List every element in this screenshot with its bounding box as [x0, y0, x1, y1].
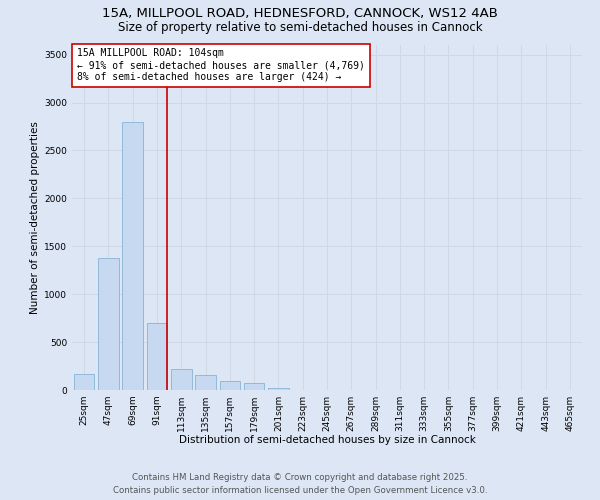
Bar — [268, 388, 289, 390]
Bar — [146, 323, 167, 390]
X-axis label: Distribution of semi-detached houses by size in Cannock: Distribution of semi-detached houses by … — [179, 436, 475, 446]
Text: Size of property relative to semi-detached houses in Cannock: Size of property relative to semi-detach… — [118, 21, 482, 34]
Bar — [195, 374, 216, 390]
Bar — [220, 381, 240, 390]
Text: 15A, MILLPOOL ROAD, HEDNESFORD, CANNOCK, WS12 4AB: 15A, MILLPOOL ROAD, HEDNESFORD, CANNOCK,… — [102, 8, 498, 20]
Y-axis label: Number of semi-detached properties: Number of semi-detached properties — [30, 121, 40, 314]
Text: Contains HM Land Registry data © Crown copyright and database right 2025.
Contai: Contains HM Land Registry data © Crown c… — [113, 474, 487, 495]
Bar — [244, 384, 265, 390]
Bar — [122, 122, 143, 390]
Bar — [98, 258, 119, 390]
Bar — [171, 370, 191, 390]
Text: 15A MILLPOOL ROAD: 104sqm
← 91% of semi-detached houses are smaller (4,769)
8% o: 15A MILLPOOL ROAD: 104sqm ← 91% of semi-… — [77, 48, 365, 82]
Bar — [74, 374, 94, 390]
